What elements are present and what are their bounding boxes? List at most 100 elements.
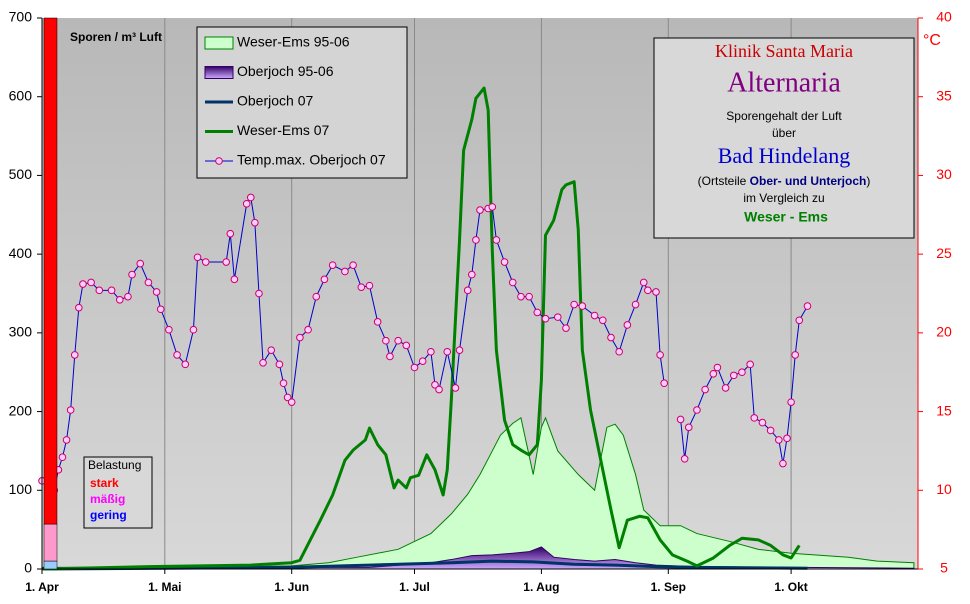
marker [341, 267, 349, 276]
marker [660, 379, 669, 388]
marker [676, 415, 685, 424]
marker [468, 270, 476, 279]
marker [615, 347, 623, 356]
info-line: Sporengehalt der Luft [726, 109, 842, 123]
marker [541, 314, 550, 323]
info-part: Ober- und Unterjoch [750, 174, 867, 188]
x-tick-label: 1. Okt [774, 580, 807, 594]
y-tick-label: 600 [9, 87, 33, 103]
marker [189, 325, 198, 334]
y-tick-label: 300 [9, 324, 33, 340]
marker [590, 311, 599, 320]
marker [246, 193, 255, 202]
marker [680, 455, 689, 463]
marker [62, 436, 71, 444]
marker [783, 434, 791, 443]
y-tick-label: 400 [9, 245, 33, 261]
marker [803, 302, 812, 310]
marker [738, 368, 746, 377]
x-tick-label: 1. Mai [148, 580, 181, 594]
marker [79, 280, 87, 288]
marker [173, 351, 181, 359]
marker [779, 459, 787, 468]
info-part: ) [866, 174, 870, 188]
y-tick-label: 500 [9, 166, 33, 182]
info-line: (Ortsteile Ober- und Unterjoch) [698, 174, 871, 188]
marker [787, 398, 795, 406]
compare: Weser - Ems [744, 209, 828, 225]
legend-label: Oberjoch 95-06 [237, 63, 334, 79]
y2-tick-label: 5 [940, 560, 948, 576]
info-title: Alternaria [727, 67, 841, 98]
marker [201, 258, 210, 266]
marker [562, 324, 570, 332]
marker [713, 363, 722, 372]
marker [87, 278, 95, 287]
marker [701, 385, 709, 394]
legend-marker [215, 157, 223, 165]
marker [156, 305, 165, 314]
marker [115, 295, 124, 304]
marker [328, 261, 337, 269]
marker [357, 283, 366, 292]
marker [418, 357, 427, 365]
marker [746, 360, 754, 369]
marker [684, 423, 693, 432]
legend-label: Temp.max. Oberjoch 07 [237, 152, 386, 168]
marker [517, 292, 525, 301]
marker [128, 270, 136, 279]
marker [107, 286, 116, 295]
marker [402, 341, 411, 350]
marker [435, 385, 443, 394]
info-line: im Vergleich zu [743, 191, 824, 205]
x-tick-label: 1. Aug [523, 580, 559, 594]
y-tick-label: 100 [9, 481, 33, 497]
marker [255, 289, 263, 298]
marker [599, 316, 607, 325]
marker [124, 292, 132, 301]
clinic: Klinik Santa Maria [715, 41, 853, 61]
marker [431, 381, 439, 389]
x-tick-label: 1. Jun [274, 580, 309, 594]
line [41, 86, 801, 571]
threshold-band [43, 560, 58, 570]
x-tick-label: 1. Jul [399, 580, 430, 594]
marker [721, 384, 730, 392]
marker [709, 369, 718, 378]
belastung-label: mäßig [90, 492, 125, 506]
marker [758, 418, 767, 427]
marker [472, 236, 480, 244]
belastung-box [83, 456, 153, 529]
marker [386, 352, 394, 361]
marker [463, 286, 472, 295]
line [41, 559, 808, 571]
marker [394, 336, 402, 345]
info-line: über [772, 126, 796, 140]
marker [279, 379, 288, 388]
marker [443, 347, 452, 356]
area [41, 416, 915, 570]
marker [181, 360, 190, 369]
y-tick-label: 0 [24, 560, 32, 576]
marker [193, 253, 202, 262]
info-part: (Ortsteile [698, 174, 750, 188]
legend-label: Weser-Ems 07 [237, 122, 330, 138]
marker [631, 300, 640, 309]
marker [242, 199, 251, 208]
marker [639, 278, 648, 287]
y2-tick-label: 25 [936, 245, 952, 261]
marker [451, 384, 460, 392]
belastung-label: gering [90, 508, 127, 522]
marker [644, 286, 652, 295]
marker [382, 336, 390, 345]
y2-axis-label: °C [923, 32, 941, 49]
legend-label: Weser-Ems 95-06 [237, 34, 350, 50]
marker [312, 292, 321, 301]
marker [578, 302, 587, 310]
legend-label: Oberjoch 07 [237, 93, 313, 109]
x-tick-label: 1. Sep [651, 580, 686, 594]
marker [320, 275, 329, 284]
marker [525, 292, 533, 301]
y2-tick-label: 35 [936, 87, 952, 103]
